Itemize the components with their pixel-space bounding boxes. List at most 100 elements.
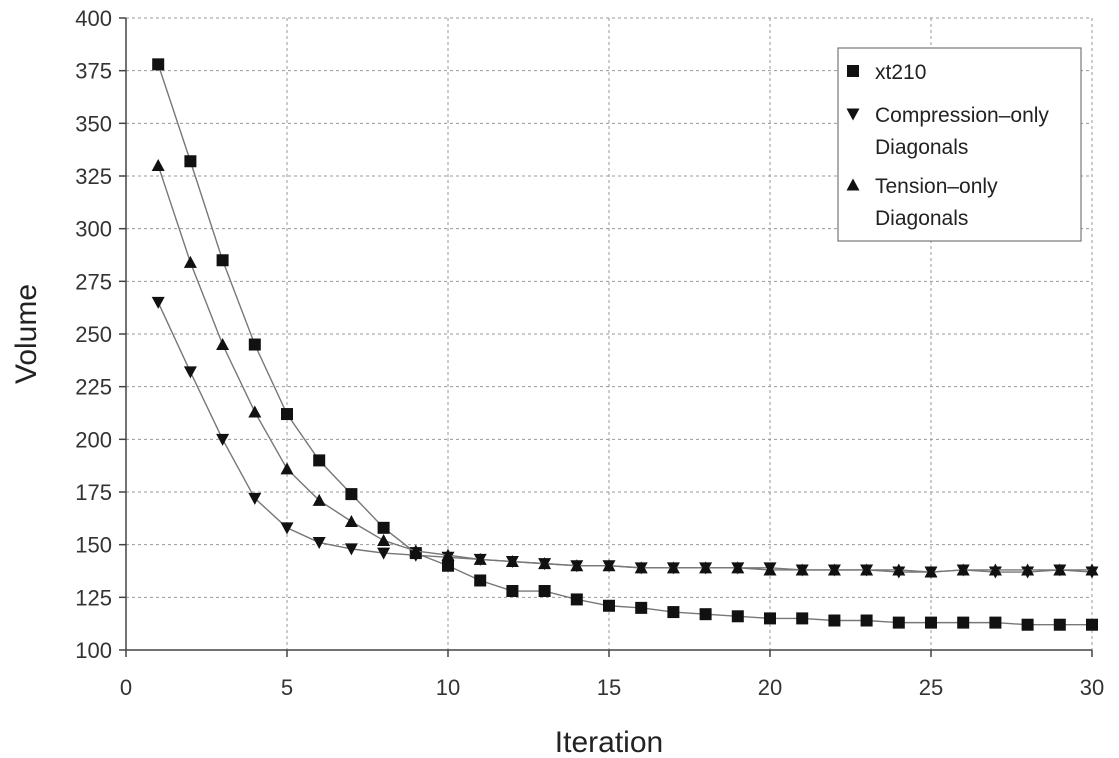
y-tick-label: 400 (75, 6, 112, 31)
y-tick-label: 275 (75, 269, 112, 294)
data-point-triangle-down (183, 366, 197, 379)
data-point-triangle-down (216, 433, 230, 446)
y-tick-label: 350 (75, 111, 112, 136)
data-point-square (184, 155, 197, 168)
data-point-square (635, 601, 648, 614)
data-point-triangle-up (1053, 563, 1067, 576)
data-point-square (731, 610, 744, 623)
data-point-triangle-up (763, 563, 777, 576)
legend-entry-2: Compression–only Diagonals (846, 104, 1049, 159)
data-point-square (860, 614, 873, 627)
data-point-square (442, 559, 454, 572)
data-point-triangle-up (183, 255, 197, 268)
data-point-triangle-up (1085, 563, 1099, 576)
data-point-triangle-up (860, 563, 874, 576)
legend-label: Diagonals (875, 207, 968, 230)
y-tick-label: 150 (75, 533, 112, 558)
y-tick-label: 200 (75, 427, 112, 452)
legend-label: Tension–only (875, 175, 998, 198)
x-tick-label: 25 (919, 675, 943, 700)
data-point-square (506, 585, 519, 598)
y-tick-label: 375 (75, 59, 112, 84)
data-point-triangle-up (312, 493, 326, 506)
data-point-square (667, 606, 680, 619)
data-point-triangle-up (1021, 563, 1035, 576)
data-point-triangle-up (248, 405, 262, 418)
data-point-square (313, 454, 326, 467)
data-point-triangle-up (827, 563, 841, 576)
data-point-triangle-up (666, 561, 680, 574)
legend-label: Compression–only (875, 104, 1049, 127)
x-tick-label: 30 (1080, 675, 1104, 700)
data-point-square (957, 616, 970, 629)
data-point-square (989, 616, 1002, 629)
data-point-triangle-up (280, 462, 294, 475)
data-point-triangle-down (377, 547, 391, 560)
data-point-square (892, 616, 905, 629)
legend-label: xt210 (875, 61, 926, 84)
x-tick-label: 5 (281, 675, 293, 700)
legend: xt210Compression–onlyDiagonalsTension–on… (837, 47, 1082, 242)
y-tick-label: 225 (75, 375, 112, 400)
data-point-square (152, 58, 165, 71)
data-point-triangle-down (248, 492, 262, 505)
x-axis-title: Iteration (555, 726, 663, 758)
data-point-triangle-up (409, 544, 423, 557)
legend-marker-triangle-up (846, 178, 860, 191)
y-tick-label: 250 (75, 322, 112, 347)
x-tick-label: 10 (436, 675, 460, 700)
legend-marker-square (847, 65, 859, 77)
data-point-square (1086, 618, 1098, 631)
legend-entry-3: Tension–only Diagonals (846, 175, 998, 230)
y-axis-title: Volume (10, 284, 43, 384)
y-tick-label: 325 (75, 164, 112, 189)
legend-label: Diagonals (875, 136, 968, 159)
data-point-square (345, 488, 358, 501)
data-point-triangle-up (473, 552, 487, 565)
data-point-triangle-up (505, 555, 519, 568)
data-point-triangle-down (280, 522, 294, 535)
data-point-triangle-up (602, 559, 616, 572)
data-point-triangle-up (924, 565, 938, 578)
data-point-square (1053, 618, 1066, 631)
legend-box (837, 47, 1082, 242)
x-tick-label: 15 (597, 675, 621, 700)
data-point-triangle-up (988, 563, 1002, 576)
data-point-triangle-up (377, 533, 391, 546)
data-point-square (1021, 618, 1034, 631)
x-tick-label: 0 (120, 675, 132, 700)
data-point-square (216, 254, 229, 267)
data-point-square (474, 574, 487, 587)
x-tick-label: 20 (758, 675, 782, 700)
data-point-triangle-up (699, 561, 713, 574)
data-point-triangle-up (892, 563, 906, 576)
y-tick-label: 100 (75, 638, 112, 663)
series (151, 58, 1099, 631)
data-point-square (764, 612, 776, 625)
data-point-square (248, 338, 261, 351)
axes (119, 17, 1093, 657)
legend-entry-1: xt210 (847, 61, 926, 84)
series-3 (151, 158, 1099, 578)
data-point-triangle-up (731, 561, 745, 574)
data-point-triangle-up (634, 561, 648, 574)
data-point-triangle-up (538, 557, 552, 570)
data-point-square (699, 608, 712, 621)
data-point-triangle-up (570, 559, 584, 572)
data-point-triangle-up (344, 514, 358, 527)
data-point-triangle-up (216, 338, 230, 351)
data-point-triangle-down (151, 296, 165, 309)
legend-marker-triangle-down (846, 108, 860, 121)
data-point-triangle-down (312, 537, 326, 550)
y-tick-label: 300 (75, 217, 112, 242)
y-tick-label: 175 (75, 480, 112, 505)
data-point-square (377, 521, 390, 534)
y-tick-label: 125 (75, 585, 112, 610)
series-line (157, 165, 1092, 573)
data-point-square (570, 593, 583, 606)
data-point-triangle-up (441, 548, 455, 561)
data-point-square (281, 408, 293, 421)
data-point-triangle-up (151, 158, 165, 171)
data-point-square (796, 612, 809, 625)
